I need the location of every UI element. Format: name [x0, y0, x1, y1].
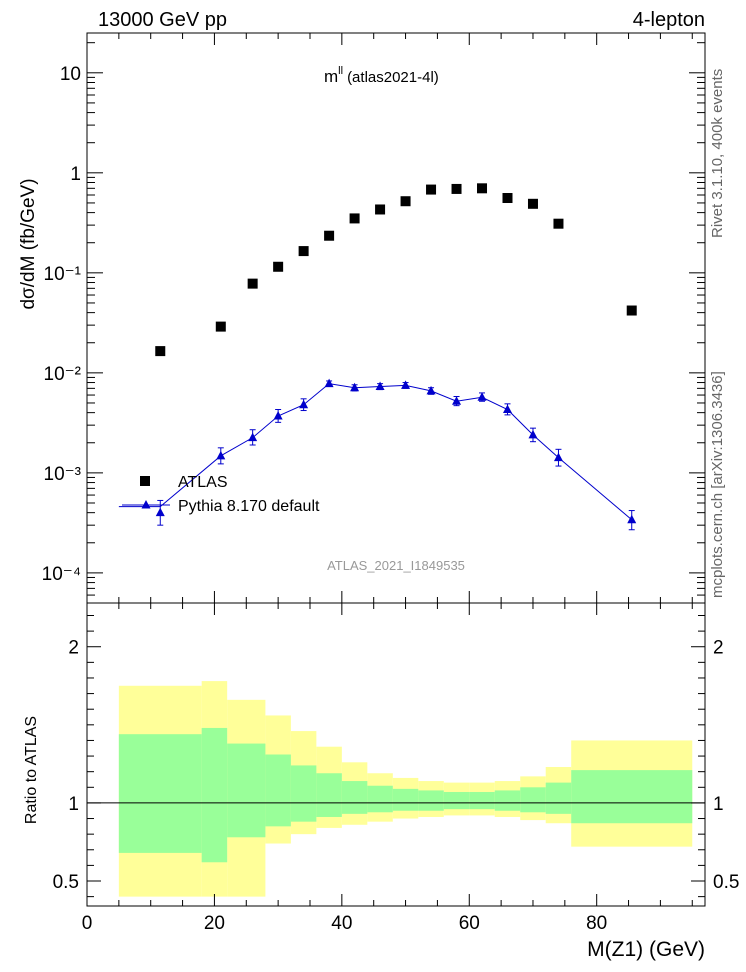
main-axis-ticks: 10⁻⁴ 10⁻³ 10⁻² 10⁻¹ 1 10 [42, 33, 705, 604]
pythia-point [375, 381, 385, 391]
x-axis-label: M(Z1) (GeV) [587, 938, 705, 961]
pythia-point [477, 392, 487, 401]
atlas-point [451, 183, 462, 194]
x-tick-label: 80 [586, 913, 607, 934]
stat-uncertainty-bin [201, 727, 228, 863]
pythia-point [401, 380, 411, 389]
pythia-point [426, 385, 436, 395]
x-tick-label: 60 [459, 913, 480, 934]
pythia-point [528, 429, 538, 439]
header-energy-label: 13000 GeV pp [98, 9, 227, 31]
pythia-point [452, 396, 462, 405]
pythia-point [273, 411, 283, 420]
ratio-y-tick-label: 0.5 [53, 872, 79, 893]
stat-uncertainty-bin [341, 781, 368, 814]
ratio-y-tick-label: 2 [68, 638, 79, 659]
main-y-axis-label: dσ/dM (fb/GeV) [18, 178, 39, 309]
pythia-point [324, 378, 334, 388]
atlas-point [426, 184, 437, 195]
stat-uncertainty-bin [392, 788, 419, 811]
rivet-version-label: Rivet 3.1.10, 400k events [709, 69, 726, 238]
legend-pythia-marker [141, 500, 151, 509]
atlas-point [349, 213, 360, 224]
atlas-point [477, 183, 488, 194]
main-y-tick-label: 10⁻⁴ [42, 564, 81, 585]
pythia-point [155, 507, 165, 517]
atlas-point [502, 193, 513, 204]
atlas-point [375, 204, 386, 215]
stat-uncertainty-bin [418, 790, 444, 811]
x-tick-label: 40 [331, 913, 352, 934]
main-y-tick-label: 10 [60, 64, 81, 85]
x-tick-label: 20 [204, 913, 225, 934]
stat-uncertainty-bin [520, 787, 546, 813]
atlas-series [155, 183, 637, 357]
pythia-point [502, 404, 512, 414]
stat-uncertainty-bin [571, 770, 693, 824]
ratio-y-tick-label-right: 2 [713, 638, 724, 659]
stat-uncertainty-bin [118, 734, 202, 853]
pythia-series [118, 378, 637, 531]
atlas-point [215, 321, 226, 332]
pythia-point [627, 514, 637, 524]
legend: ATLAS Pythia 8.170 default [122, 474, 320, 515]
plot-title: mll (atlas2021-4l) [324, 65, 439, 86]
stat-uncertainty-bin [290, 765, 317, 822]
analysis-watermark: ATLAS_2021_I1849535 [327, 558, 465, 573]
main-y-tick-label: 10⁻¹ [44, 264, 82, 285]
pythia-point [299, 399, 309, 409]
atlas-point [247, 278, 258, 289]
atlas-point [324, 230, 335, 241]
ratio-plot-frame [86, 602, 706, 907]
atlas-point [527, 198, 538, 209]
main-plot-frame [86, 32, 706, 604]
stat-uncertainty-bin [316, 773, 342, 817]
ratio-axis-ticks: 0 20 40 60 80 0.5 0.5 1 1 2 2 [53, 603, 739, 934]
stat-uncertainty-bin [469, 791, 495, 810]
stat-uncertainty-bin [265, 754, 291, 827]
mcplots-citation-label: mcplots.cern.ch [arXiv:1306.3436] [709, 371, 726, 598]
atlas-point [273, 261, 284, 272]
ratio-y-tick-label-right: 0.5 [713, 872, 739, 893]
atlas-point [298, 246, 309, 257]
pythia-point [216, 450, 226, 460]
ratio-uncertainty-bands [118, 681, 693, 897]
ratio-y-axis-label: Ratio to ATLAS [23, 716, 40, 824]
legend-pythia-label: Pythia 8.170 default [178, 498, 320, 515]
ratio-y-tick-label-right: 1 [713, 794, 724, 815]
stat-uncertainty-bin [494, 790, 521, 811]
main-y-tick-label: 10⁻² [44, 364, 82, 385]
atlas-point [400, 196, 411, 207]
stat-uncertainty-bin [545, 782, 572, 814]
atlas-point [553, 218, 564, 229]
main-y-tick-label: 10⁻³ [44, 464, 82, 485]
main-y-tick-label: 1 [70, 164, 81, 185]
header-process-label: 4-lepton [633, 9, 705, 31]
stat-uncertainty-bin [443, 791, 470, 810]
atlas-point [155, 346, 166, 357]
x-tick-label: 0 [82, 913, 93, 934]
ratio-y-tick-label: 1 [68, 794, 79, 815]
pythia-point [350, 382, 360, 392]
atlas-point [626, 305, 637, 316]
legend-atlas-marker [140, 476, 150, 486]
stat-uncertainty-bin [367, 785, 393, 813]
pythia-point [553, 452, 563, 462]
pythia-point [248, 432, 258, 442]
legend-atlas-label: ATLAS [178, 474, 228, 491]
stat-uncertainty-bin [227, 743, 266, 838]
